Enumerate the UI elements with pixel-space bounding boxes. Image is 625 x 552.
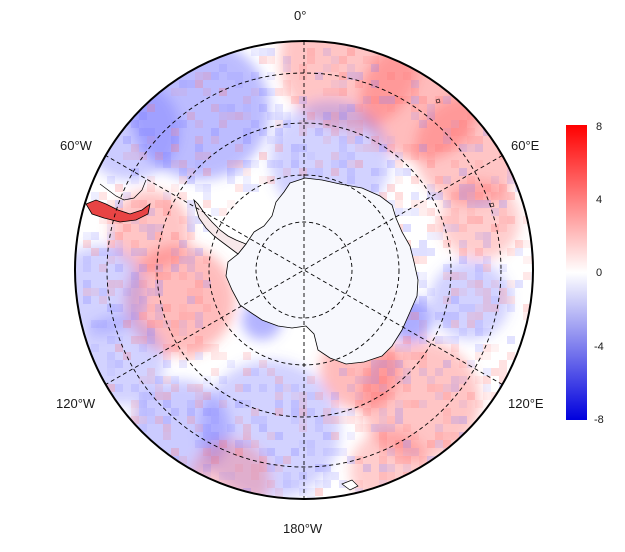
south-america-tip <box>85 199 151 223</box>
graticule <box>105 41 503 499</box>
meridian-label-120w: 120°W <box>56 396 96 411</box>
antarctic-peninsula <box>193 198 247 255</box>
island-northeast <box>435 98 441 104</box>
colorbar-gradient <box>566 125 587 420</box>
colorbar-tick-0: 0 <box>596 267 603 279</box>
meridian-label-0: 0° <box>294 8 307 23</box>
south-america-coast <box>99 179 147 201</box>
latitude-circle <box>255 221 353 319</box>
colorbar-tick-neg8: -8 <box>594 414 604 426</box>
meridian-label-60w: 60°W <box>60 138 92 153</box>
latitude-circle <box>156 122 452 418</box>
meridian-line <box>105 155 503 385</box>
colorbar-tick-4: 4 <box>596 194 603 206</box>
colorbar-tick-neg4: -4 <box>594 341 604 353</box>
island-south <box>341 479 359 491</box>
meridian-label-60e: 60°E <box>511 138 540 153</box>
meridian-label-120e: 120°E <box>508 396 544 411</box>
colorbar-tick-8: 8 <box>596 121 603 133</box>
map-boundary <box>74 40 534 500</box>
anomaly-field <box>75 41 533 499</box>
meridian-line <box>105 155 503 385</box>
meridian-label-180w: 180°W <box>283 521 323 536</box>
